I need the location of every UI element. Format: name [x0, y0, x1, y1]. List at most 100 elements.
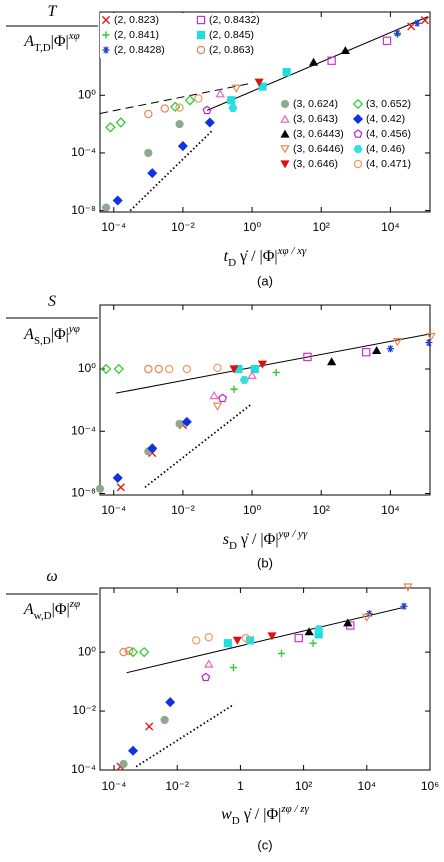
label-part: w [221, 806, 232, 823]
data-point [257, 360, 268, 369]
reference-line [129, 130, 213, 212]
y-tick-label: 10⁻² [72, 703, 96, 717]
data-point [229, 663, 238, 672]
legend-background [279, 157, 352, 172]
data-point [303, 352, 312, 362]
x-tick-label: 10⁻⁴ [102, 779, 127, 793]
data-point [227, 96, 236, 105]
legend-label: (4, 0.471) [366, 158, 411, 170]
data-point [113, 363, 124, 375]
plot-frame [99, 304, 431, 496]
legend-label: (3, 0.646) [293, 158, 338, 170]
data-point [426, 332, 436, 342]
data-point [112, 472, 123, 483]
label-part: ω [46, 568, 57, 585]
legend-marker [280, 129, 290, 138]
reference-line [206, 16, 428, 111]
x-tick-label: 10⁴ [381, 503, 400, 517]
data-point [250, 364, 259, 374]
label-part: S [48, 293, 56, 310]
legend-background [100, 43, 195, 58]
y-label-denominator: Aw,D|Φ|zφ [23, 598, 80, 622]
legend-background [195, 43, 290, 58]
x-tick-label: 10⁻⁴ [101, 220, 126, 234]
data-point [362, 613, 372, 622]
y-tick-label: 10⁻⁴ [71, 145, 96, 159]
label-part: T [48, 3, 58, 20]
data-point [362, 348, 371, 357]
legend-marker [353, 159, 363, 169]
data-point [160, 715, 169, 725]
legend-label: (2, 0.863) [209, 44, 254, 56]
x-tick-label: 10⁻² [165, 779, 189, 793]
label-part: |Φ| [52, 601, 70, 618]
data-point [100, 363, 112, 375]
data-point [204, 633, 214, 642]
legend-marker [352, 113, 364, 125]
data-point [105, 122, 116, 133]
data-point [247, 370, 257, 379]
data-point [215, 89, 226, 98]
x-tick-label: 1 [237, 779, 244, 793]
data-point [181, 416, 192, 427]
legend-label: (4, 0.42) [366, 113, 405, 125]
panel-caption: (a) [257, 273, 273, 288]
label-part: γ̇ / |Φ| [236, 248, 278, 265]
label-part: yφ [68, 323, 80, 335]
label-part: zφ [69, 598, 80, 610]
legend-background [100, 28, 195, 43]
data-point [231, 84, 242, 93]
legend-background [352, 112, 425, 127]
data-point [160, 104, 170, 113]
x-tick-label: 10⁰ [243, 220, 261, 234]
data-point [372, 345, 382, 354]
reference-line [135, 703, 235, 768]
y-label-denominator: AS,D|Φ|yφ [23, 323, 80, 347]
x-label: sD γ̇ / |Φ|yφ / yγ [223, 528, 308, 552]
data-point [228, 104, 238, 112]
label-part: S,D [34, 335, 51, 347]
data-point [177, 141, 188, 152]
data-point [204, 659, 214, 668]
data-point [403, 583, 413, 592]
legend-label: (2, 0.841) [114, 29, 159, 41]
data-point [154, 364, 163, 374]
data-point [343, 618, 353, 627]
data-point [314, 625, 324, 634]
data-point [229, 365, 239, 374]
data-point [392, 338, 403, 347]
legend-marker [196, 45, 206, 55]
legend-background [279, 112, 352, 127]
data-point [147, 443, 158, 454]
legend-label: (3, 0.624) [293, 98, 338, 110]
legend-background [195, 28, 290, 43]
reference-line [126, 607, 403, 674]
legend-marker [352, 98, 364, 110]
legend-label: (4, 0.46) [366, 143, 405, 155]
data-point [165, 697, 176, 708]
label-part: w,D [34, 610, 52, 622]
legend-background [279, 142, 352, 157]
data-point [184, 95, 196, 106]
data-point [192, 636, 201, 645]
data-point [232, 636, 242, 645]
data-point [304, 627, 314, 636]
legend-marker [101, 15, 111, 25]
y-tick-label: 10⁻⁸ [71, 203, 96, 217]
legend-background [279, 127, 352, 142]
reference-line [115, 332, 434, 394]
data-point [213, 363, 222, 372]
x-label: tD γ̇ / |Φ|xφ / xγ [224, 245, 307, 269]
y-label-numerator: ω [46, 568, 57, 585]
data-point [112, 195, 123, 206]
legend-marker [280, 145, 290, 154]
data-point [277, 649, 286, 658]
panel-caption: (c) [257, 837, 272, 852]
data-point [309, 639, 317, 647]
data-point [119, 647, 128, 657]
data-point [116, 483, 125, 492]
legend-label: (3, 0.652) [366, 98, 411, 110]
plot-frame [99, 587, 431, 771]
y-tick-label: 10⁻⁴ [71, 423, 96, 437]
